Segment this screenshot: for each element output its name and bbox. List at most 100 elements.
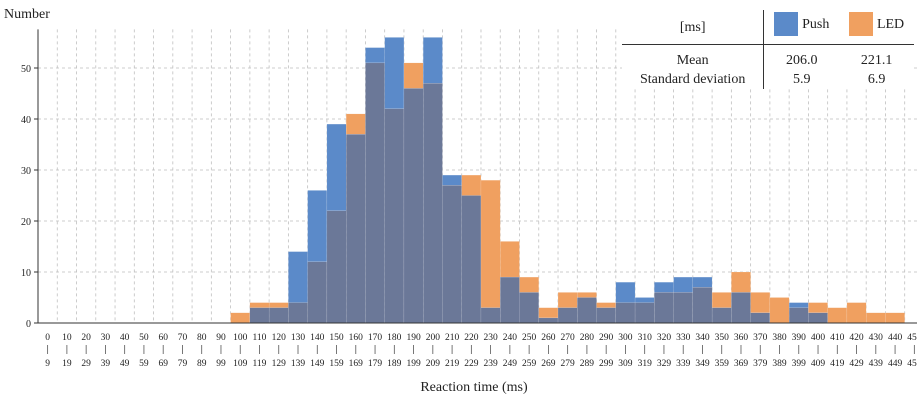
sd-led-value: 6.9 <box>867 72 886 87</box>
bar-push <box>615 282 636 303</box>
bin-end-label: 389 <box>772 359 787 369</box>
bin-end-label: 209 <box>426 359 441 369</box>
bar-overlap <box>692 287 713 324</box>
bin-start-label: 300 <box>618 333 633 343</box>
bin-end-label: 339 <box>676 359 691 369</box>
row-label-sd: Standard deviation <box>622 70 765 89</box>
bin-end-label: 109 <box>233 359 248 369</box>
bar-led <box>769 297 790 324</box>
bar-overlap <box>750 312 771 324</box>
bin-start-label: 390 <box>792 333 807 343</box>
bin-end-label: 49 <box>120 359 130 369</box>
bar-overlap <box>268 307 289 324</box>
bar-push <box>365 47 385 64</box>
bin-start-label: 210 <box>445 333 460 343</box>
bin-start-label: 90 <box>216 333 226 343</box>
bar-overlap <box>461 195 482 324</box>
bin-start-label: 450 <box>907 333 917 343</box>
bar-push <box>692 276 713 288</box>
bar-overlap <box>538 317 559 324</box>
bin-end-label: 379 <box>753 359 768 369</box>
stats-table: [ms] Push LED Mean 206.0 221.1 Standard … <box>622 10 914 89</box>
bar-led <box>557 292 578 308</box>
bin-end-label: 99 <box>216 359 226 369</box>
bin-start-label: 220 <box>464 333 479 343</box>
bin-start-label: 320 <box>657 333 672 343</box>
bar-led <box>249 302 270 308</box>
bar-overlap <box>288 302 308 324</box>
bin-end-label: 239 <box>483 359 498 369</box>
bin-end-label: 89 <box>197 359 207 369</box>
bar-overlap <box>384 108 405 324</box>
bin-start-label: 400 <box>811 333 826 343</box>
bar-overlap <box>808 312 828 324</box>
bin-end-label: 299 <box>599 359 614 369</box>
bar-overlap <box>249 307 270 324</box>
bin-start-label: 430 <box>869 333 884 343</box>
bin-start-label: 420 <box>849 333 864 343</box>
bin-start-label: 30 <box>101 333 111 343</box>
bar-overlap <box>731 292 751 324</box>
bin-end-label: 149 <box>310 359 325 369</box>
bin-start-label: 60 <box>158 333 168 343</box>
bin-end-label: 369 <box>734 359 749 369</box>
bin-end-label: 119 <box>253 359 267 369</box>
bin-end-label: 409 <box>811 359 826 369</box>
row-label-mean: Mean <box>622 44 765 70</box>
bar-overlap <box>403 88 424 324</box>
bin-start-label: 0 <box>45 333 50 343</box>
bin-start-label: 350 <box>715 333 730 343</box>
bin-start-label: 40 <box>120 333 130 343</box>
bar-overlap <box>577 297 597 324</box>
y-tick-label: 10 <box>21 268 31 279</box>
bar-push <box>673 276 693 293</box>
bar-overlap <box>480 307 501 324</box>
bin-end-label: 359 <box>715 359 730 369</box>
bin-end-label: 399 <box>792 359 807 369</box>
bar-overlap <box>500 276 520 324</box>
bin-end-label: 29 <box>81 359 91 369</box>
sd-push-value: 5.9 <box>792 72 811 87</box>
bin-end-label: 9 <box>45 359 50 369</box>
bar-push <box>384 37 405 109</box>
bar-overlap <box>615 302 636 324</box>
bin-start-label: 380 <box>772 333 787 343</box>
bar-led <box>731 271 751 293</box>
bar-led <box>808 302 828 313</box>
bar-overlap <box>423 83 443 324</box>
bin-start-label: 260 <box>541 333 556 343</box>
bar-led <box>846 302 867 324</box>
bin-end-label: 259 <box>522 359 537 369</box>
bin-end-label: 169 <box>349 359 364 369</box>
bin-start-label: 340 <box>695 333 710 343</box>
mean-push-value: 206.0 <box>785 53 818 68</box>
bin-end-label: 349 <box>695 359 710 369</box>
bin-start-label: 410 <box>830 333 845 343</box>
bin-end-label: 159 <box>329 359 344 369</box>
bin-start-label: 130 <box>291 333 306 343</box>
bar-overlap <box>788 307 809 324</box>
bar-led <box>230 312 251 324</box>
bin-end-label: 289 <box>580 359 595 369</box>
bar-overlap <box>557 307 578 324</box>
bar-push <box>634 297 655 303</box>
bin-start-label: 70 <box>178 333 188 343</box>
bar-overlap <box>346 134 366 324</box>
bin-end-label: 229 <box>464 359 479 369</box>
y-tick-label: 30 <box>21 166 31 177</box>
bin-end-label: 319 <box>638 359 653 369</box>
bin-end-label: 179 <box>368 359 383 369</box>
legend-label-led: LED <box>876 16 905 32</box>
stats-row-sd: Standard deviation 5.9 6.9 <box>622 70 914 89</box>
bin-start-label: 290 <box>599 333 614 343</box>
y-axis-title: Number <box>4 7 50 22</box>
x-axis-title: Reaction time (ms) <box>420 380 528 395</box>
bar-overlap <box>654 292 674 324</box>
bin-start-label: 80 <box>197 333 207 343</box>
bar-led <box>500 241 520 278</box>
bar-led <box>577 292 597 298</box>
bar-overlap <box>519 292 539 324</box>
bar-overlap <box>596 307 616 324</box>
bar-overlap <box>673 292 693 324</box>
bin-start-label: 170 <box>368 333 383 343</box>
